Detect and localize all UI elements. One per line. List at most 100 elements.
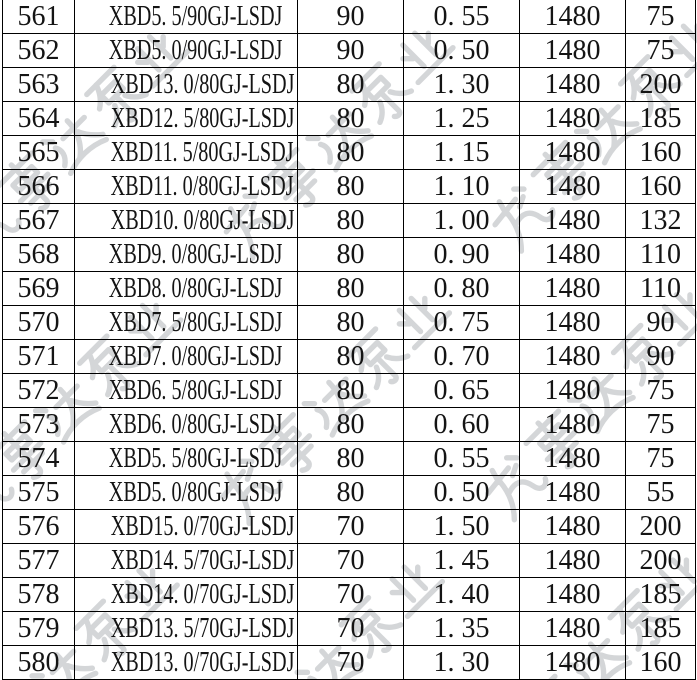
table-cell: 75: [625, 0, 696, 34]
table-cell: 75: [625, 441, 696, 476]
table-cell: 80: [297, 237, 404, 272]
table-cell: XBD8. 0/80GJ-LSDJ: [74, 271, 298, 306]
table-cell: XBD11. 0/80GJ-LSDJ: [74, 169, 298, 204]
table-cell: 80: [297, 101, 404, 136]
table-cell: 1. 15: [403, 135, 520, 170]
table-cell: 70: [297, 543, 404, 578]
table-cell: XBD15. 0/70GJ-LSDJ: [74, 509, 298, 544]
table-row: 568 XBD9. 0/80GJ-LSDJ 80 0. 90 1480 110: [2, 237, 696, 272]
table-cell: 160: [625, 645, 696, 680]
table-cell: 185: [625, 577, 696, 612]
table-cell: 90: [625, 339, 696, 374]
table-cell: 570: [2, 305, 75, 340]
model-text: XBD5. 5/80GJ-LSDJ: [108, 443, 283, 474]
table-cell: 185: [625, 101, 696, 136]
table-cell: XBD6. 0/80GJ-LSDJ: [74, 407, 298, 442]
table-cell: XBD12. 5/80GJ-LSDJ: [74, 101, 298, 136]
table-row: 574 XBD5. 5/80GJ-LSDJ 80 0. 55 1480 75: [2, 441, 696, 476]
table-cell: 90: [297, 0, 404, 34]
model-text: XBD11. 0/80GJ-LSDJ: [110, 171, 294, 202]
table-row: 567 XBD10. 0/80GJ-LSDJ 80 1. 00 1480 132: [2, 203, 696, 238]
model-text: XBD5. 0/90GJ-LSDJ: [108, 35, 283, 66]
table-cell: 1. 45: [403, 543, 520, 578]
table-cell: XBD13. 5/70GJ-LSDJ: [74, 611, 298, 646]
table-row: 564 XBD12. 5/80GJ-LSDJ 80 1. 25 1480 185: [2, 101, 696, 136]
table-cell: 1. 40: [403, 577, 520, 612]
table-row: 577 XBD14. 5/70GJ-LSDJ 70 1. 45 1480 200: [2, 543, 696, 578]
table-cell: 1480: [519, 305, 626, 340]
table-cell: 1480: [519, 543, 626, 578]
model-text: XBD6. 0/80GJ-LSDJ: [108, 409, 283, 440]
table-cell: 200: [625, 67, 696, 102]
table-cell: 1480: [519, 135, 626, 170]
table-row: 575 XBD5. 0/80GJ-LSDJ 80 0. 50 1480 55: [2, 475, 696, 510]
table-cell: 1480: [519, 67, 626, 102]
table-cell: 0. 55: [403, 441, 520, 476]
table-cell: 569: [2, 271, 75, 306]
table-cell: XBD11. 5/80GJ-LSDJ: [74, 135, 298, 170]
table-cell: 1480: [519, 203, 626, 238]
table-cell: 1480: [519, 101, 626, 136]
table-cell: 1480: [519, 577, 626, 612]
table-cell: 70: [297, 645, 404, 680]
table-cell: 1480: [519, 645, 626, 680]
model-text: XBD7. 0/80GJ-LSDJ: [108, 341, 283, 372]
table-cell: 185: [625, 611, 696, 646]
table-cell: 70: [297, 611, 404, 646]
table-cell: 80: [297, 169, 404, 204]
table-cell: 575: [2, 475, 75, 510]
table-cell: 80: [297, 475, 404, 510]
table-cell: 571: [2, 339, 75, 374]
table-cell: 577: [2, 543, 75, 578]
table-cell: XBD7. 0/80GJ-LSDJ: [74, 339, 298, 374]
table-cell: 0. 50: [403, 33, 520, 68]
table-row: 573 XBD6. 0/80GJ-LSDJ 80 0. 60 1480 75: [2, 407, 696, 442]
table-cell: 75: [625, 373, 696, 408]
model-text: XBD11. 5/80GJ-LSDJ: [110, 137, 294, 168]
model-text: XBD7. 5/80GJ-LSDJ: [108, 307, 283, 338]
table-row: 578 XBD14. 0/70GJ-LSDJ 70 1. 40 1480 185: [2, 577, 696, 612]
table-row: 579 XBD13. 5/70GJ-LSDJ 70 1. 35 1480 185: [2, 611, 696, 646]
table-row: 565 XBD11. 5/80GJ-LSDJ 80 1. 15 1480 160: [2, 135, 696, 170]
table-cell: 567: [2, 203, 75, 238]
model-text: XBD9. 0/80GJ-LSDJ: [108, 239, 283, 270]
table-cell: 565: [2, 135, 75, 170]
table-cell: 75: [625, 407, 696, 442]
model-text: XBD14. 0/70GJ-LSDJ: [110, 579, 295, 610]
model-text: XBD8. 0/80GJ-LSDJ: [108, 273, 283, 304]
table-row: 561 XBD5. 5/90GJ-LSDJ 90 0. 55 1480 75: [2, 0, 696, 34]
model-text: XBD10. 0/80GJ-LSDJ: [110, 205, 295, 236]
table-cell: 1. 35: [403, 611, 520, 646]
table-cell: 562: [2, 33, 75, 68]
table-cell: XBD10. 0/80GJ-LSDJ: [74, 203, 298, 238]
table-cell: 1480: [519, 441, 626, 476]
table-cell: 1480: [519, 0, 626, 34]
table-cell: 0. 60: [403, 407, 520, 442]
table-cell: 70: [297, 577, 404, 612]
table-cell: 1480: [519, 169, 626, 204]
table-cell: 0. 70: [403, 339, 520, 374]
table-cell: 55: [625, 475, 696, 510]
table-cell: 0. 50: [403, 475, 520, 510]
table-cell: 80: [297, 373, 404, 408]
table-cell: 1480: [519, 407, 626, 442]
table-row: 569 XBD8. 0/80GJ-LSDJ 80 0. 80 1480 110: [2, 271, 696, 306]
model-text: XBD13. 0/80GJ-LSDJ: [110, 69, 295, 100]
table-cell: XBD5. 0/80GJ-LSDJ: [74, 475, 298, 510]
table-cell: 1. 25: [403, 101, 520, 136]
table-cell: 1. 30: [403, 67, 520, 102]
table-cell: 564: [2, 101, 75, 136]
table-cell: 1480: [519, 611, 626, 646]
table-cell: 1. 30: [403, 645, 520, 680]
table-cell: 0. 90: [403, 237, 520, 272]
table-cell: 90: [625, 305, 696, 340]
table-row: 562 XBD5. 0/90GJ-LSDJ 90 0. 50 1480 75: [2, 33, 696, 68]
model-text: XBD5. 5/90GJ-LSDJ: [108, 1, 283, 32]
table-cell: 1480: [519, 271, 626, 306]
table-cell: 80: [297, 441, 404, 476]
table-row: 563 XBD13. 0/80GJ-LSDJ 80 1. 30 1480 200: [2, 67, 696, 102]
table-cell: XBD9. 0/80GJ-LSDJ: [74, 237, 298, 272]
table-cell: 132: [625, 203, 696, 238]
table-cell: 200: [625, 543, 696, 578]
table-cell: 579: [2, 611, 75, 646]
